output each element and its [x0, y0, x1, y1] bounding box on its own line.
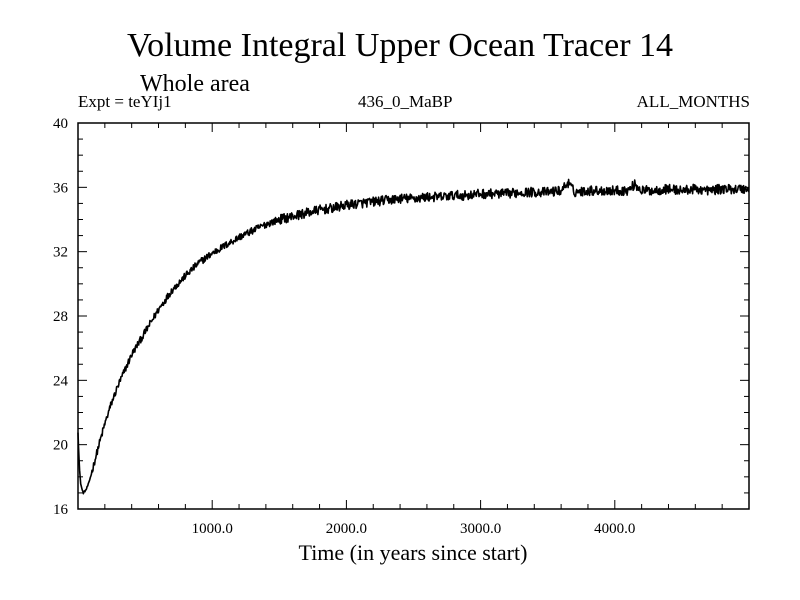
y-tick-label: 36	[53, 180, 69, 196]
y-tick-label: 20	[53, 438, 68, 454]
period-label: 436_0_MaBP	[358, 92, 453, 111]
y-tick-label: 32	[53, 245, 68, 261]
x-tick-label: 3000.0	[460, 521, 501, 537]
x-tick-label: 2000.0	[326, 521, 367, 537]
plot-frame	[77, 122, 750, 510]
months-label: ALL_MONTHS	[636, 92, 750, 111]
y-tick-label: 40	[53, 116, 68, 132]
y-tick-label: 24	[53, 373, 69, 389]
series-layer	[77, 178, 750, 495]
x-tick-label: 1000.0	[192, 521, 233, 537]
chart-title: Volume Integral Upper Ocean Tracer 14	[126, 27, 674, 64]
tick-labels: 16 20 24 28 32 36 40 1000.0 2000.0 3000.0 4000.0	[53, 116, 635, 537]
x-tick-label: 4000.0	[594, 521, 635, 537]
chart-subtitle: Whole area	[140, 71, 250, 97]
y-tick-label: 16	[53, 502, 69, 518]
y-tick-label: 28	[53, 309, 68, 325]
experiment-label: Expt = teYIj1	[78, 92, 172, 111]
axis-ticks	[78, 122, 749, 510]
x-axis-label: Time (in years since start)	[298, 540, 528, 565]
series-line	[77, 178, 750, 495]
